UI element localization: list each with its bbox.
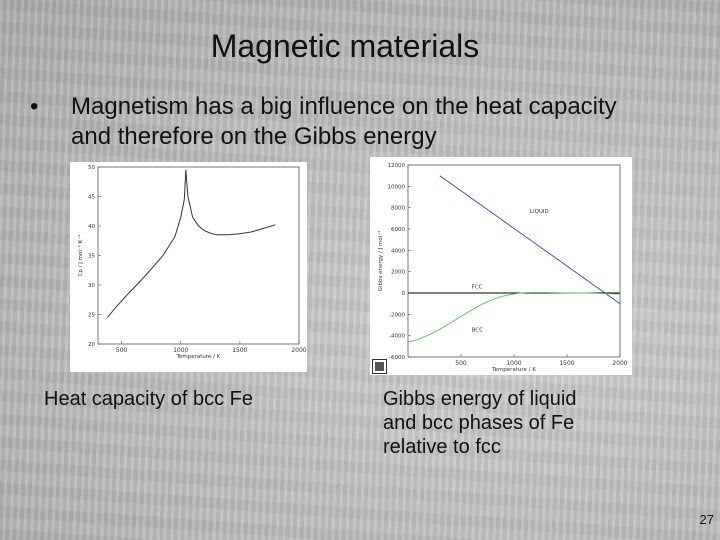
x-axis-label: Temperature / K (491, 367, 536, 373)
x-tick-label: 1500 (559, 360, 574, 367)
x-tick-label: 1500 (232, 347, 247, 354)
series-label-fcc: FCC (472, 285, 483, 291)
y-tick-label: -4000 (389, 334, 405, 340)
y-axis-label: Cp / J mol⁻¹ K⁻¹ (77, 235, 84, 277)
slide-title: Magnetic materials (210, 28, 480, 64)
bcc-line (407, 291, 621, 343)
bullet-point: • Magnetism has a big influence on the h… (30, 92, 630, 152)
y-tick-label: 4000 (391, 248, 405, 254)
caption-gibbs-line-3: relative to fcc (383, 436, 501, 458)
bullet-marker: • (30, 93, 39, 120)
y-axis-label: Gibbs energy / J mol⁻¹ (377, 231, 384, 292)
x-axis-label: Temperature / K (176, 354, 221, 360)
page-number: 27 (699, 512, 714, 527)
series-label-liquid: LIQUID (530, 209, 549, 215)
bullet-text: Magnetism has a big influence on the hea… (71, 93, 617, 150)
caption-gibbs-line-1: Gibbs energy of liquid (383, 388, 577, 410)
y-tick-label: -2000 (389, 312, 405, 318)
y-tick-label: 6000 (391, 227, 405, 233)
y-tick-label: 8000 (391, 206, 405, 212)
y-tick-label: 35 (88, 254, 95, 260)
y-tick-label: 45 (88, 195, 95, 201)
y-tick-label: -6000 (389, 355, 405, 361)
x-tick-label: 1000 (173, 347, 188, 354)
x-tick-label: 500 (455, 360, 467, 367)
x-tick-label: 2000 (291, 347, 306, 354)
x-tick-label: 500 (116, 347, 128, 354)
liquid-line (439, 175, 621, 305)
plot-frame (97, 166, 300, 345)
y-tick-label: 12000 (388, 163, 406, 169)
gibbs-energy-chart: 500 1000 1500 2000 -6000 -4000 -2000 0 2000 4000 6… (370, 157, 632, 375)
heat-capacity-chart: 500 1000 1500 2000 20 25 30 35 40 45 50 Temperature… (70, 162, 307, 372)
y-tick-label: 0 (402, 291, 406, 297)
plot-frame (407, 164, 621, 358)
caption-gibbs-energy: Gibbs energy of liquid and bcc phases of… (383, 387, 576, 459)
y-tick-label: 40 (88, 224, 95, 230)
heat-capacity-line (107, 169, 276, 318)
heat-capacity-plot-svg: 500 1000 1500 2000 20 25 30 35 40 45 50 Temperature… (77, 165, 307, 360)
y-tick-label: 20 (88, 342, 95, 348)
y-tick-label: 50 (88, 165, 95, 171)
caption-gibbs-line-2: and bcc phases of Fe (383, 412, 575, 434)
x-tick-label: 2000 (612, 360, 627, 367)
y-tick-label: 2000 (391, 270, 405, 276)
caption-heat-capacity: Heat capacity of bcc Fe (44, 387, 253, 411)
x-tick-label: 1000 (506, 360, 521, 367)
y-tick-label: 30 (88, 283, 95, 289)
caption-heat-capacity-text: Heat capacity of bcc Fe (44, 388, 253, 410)
y-tick-label: 10000 (388, 184, 406, 190)
gibbs-energy-plot-svg: 500 1000 1500 2000 -6000 -4000 -2000 0 2000 4000 6… (377, 163, 628, 373)
series-label-bcc: BCC (472, 327, 484, 333)
software-logo-icon (372, 359, 387, 374)
y-tick-label: 25 (88, 313, 95, 319)
